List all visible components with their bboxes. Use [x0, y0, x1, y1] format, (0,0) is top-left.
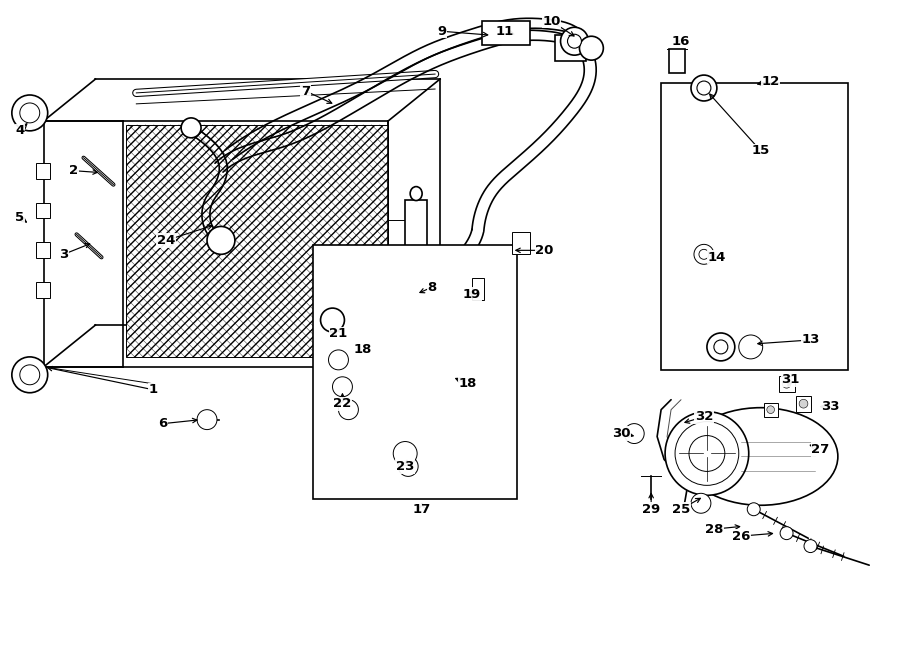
- Circle shape: [12, 357, 48, 393]
- Text: 29: 29: [642, 502, 661, 516]
- Circle shape: [207, 226, 235, 254]
- Text: 33: 33: [821, 401, 840, 413]
- Ellipse shape: [410, 399, 423, 408]
- Bar: [662, 83, 849, 370]
- Bar: [764, 402, 778, 416]
- Text: 28: 28: [705, 523, 723, 536]
- Circle shape: [398, 457, 418, 477]
- Text: 3: 3: [59, 248, 68, 261]
- Bar: [669, 49, 685, 73]
- Circle shape: [393, 442, 417, 465]
- Circle shape: [804, 540, 817, 553]
- Bar: [405, 199, 428, 354]
- Circle shape: [675, 422, 739, 485]
- Bar: [796, 396, 812, 412]
- Text: 16: 16: [671, 34, 690, 48]
- Circle shape: [767, 406, 775, 414]
- Circle shape: [332, 377, 353, 397]
- Circle shape: [694, 244, 714, 264]
- Bar: [778, 376, 795, 392]
- Bar: [512, 232, 530, 254]
- Text: 7: 7: [301, 85, 310, 97]
- Text: 19: 19: [463, 288, 481, 301]
- Circle shape: [699, 250, 709, 260]
- Text: 4: 4: [15, 124, 24, 137]
- Text: 22: 22: [333, 397, 352, 410]
- Circle shape: [625, 424, 644, 444]
- Bar: [126, 125, 388, 357]
- Text: 21: 21: [329, 328, 347, 340]
- Circle shape: [580, 36, 603, 60]
- Text: 26: 26: [732, 530, 750, 543]
- Bar: [36, 203, 50, 218]
- Bar: [554, 35, 587, 61]
- Text: 14: 14: [707, 251, 726, 264]
- Circle shape: [689, 436, 724, 471]
- Circle shape: [665, 412, 749, 495]
- Text: 6: 6: [158, 417, 167, 430]
- Text: 25: 25: [672, 502, 690, 516]
- Circle shape: [20, 365, 40, 385]
- Text: 24: 24: [157, 234, 176, 247]
- Circle shape: [181, 118, 201, 138]
- Circle shape: [561, 27, 589, 55]
- Text: 2: 2: [69, 164, 78, 177]
- Bar: [36, 242, 50, 258]
- Text: 13: 13: [801, 334, 820, 346]
- Bar: [312, 246, 517, 499]
- Circle shape: [320, 308, 345, 332]
- Circle shape: [691, 75, 717, 101]
- Circle shape: [568, 34, 581, 48]
- Ellipse shape: [683, 408, 838, 505]
- Text: 20: 20: [536, 244, 554, 257]
- Bar: [472, 278, 484, 300]
- Text: 10: 10: [543, 15, 561, 28]
- Circle shape: [338, 400, 358, 420]
- Text: 15: 15: [752, 144, 770, 158]
- Text: 1: 1: [148, 383, 157, 397]
- Circle shape: [706, 333, 734, 361]
- Text: 8: 8: [428, 281, 436, 294]
- Text: 23: 23: [396, 460, 414, 473]
- Circle shape: [799, 399, 808, 408]
- Text: 18: 18: [353, 344, 372, 356]
- Text: 12: 12: [761, 75, 779, 87]
- Circle shape: [747, 502, 760, 516]
- Circle shape: [12, 95, 48, 131]
- Circle shape: [197, 410, 217, 430]
- Circle shape: [780, 527, 793, 540]
- Text: 18: 18: [459, 377, 477, 391]
- Circle shape: [782, 379, 791, 388]
- Circle shape: [739, 335, 762, 359]
- Bar: [36, 282, 50, 298]
- Circle shape: [328, 350, 348, 370]
- Circle shape: [691, 493, 711, 513]
- Text: 27: 27: [811, 443, 830, 456]
- Text: 32: 32: [695, 410, 713, 423]
- Text: 31: 31: [781, 373, 800, 387]
- Circle shape: [20, 103, 40, 123]
- Text: 5: 5: [15, 211, 24, 224]
- Text: 17: 17: [413, 502, 431, 516]
- FancyBboxPatch shape: [482, 21, 530, 45]
- Text: 11: 11: [496, 24, 514, 38]
- Ellipse shape: [410, 187, 422, 201]
- Text: 30: 30: [612, 427, 631, 440]
- Circle shape: [714, 340, 728, 354]
- Circle shape: [697, 81, 711, 95]
- Bar: [36, 163, 50, 179]
- Text: 9: 9: [437, 24, 446, 38]
